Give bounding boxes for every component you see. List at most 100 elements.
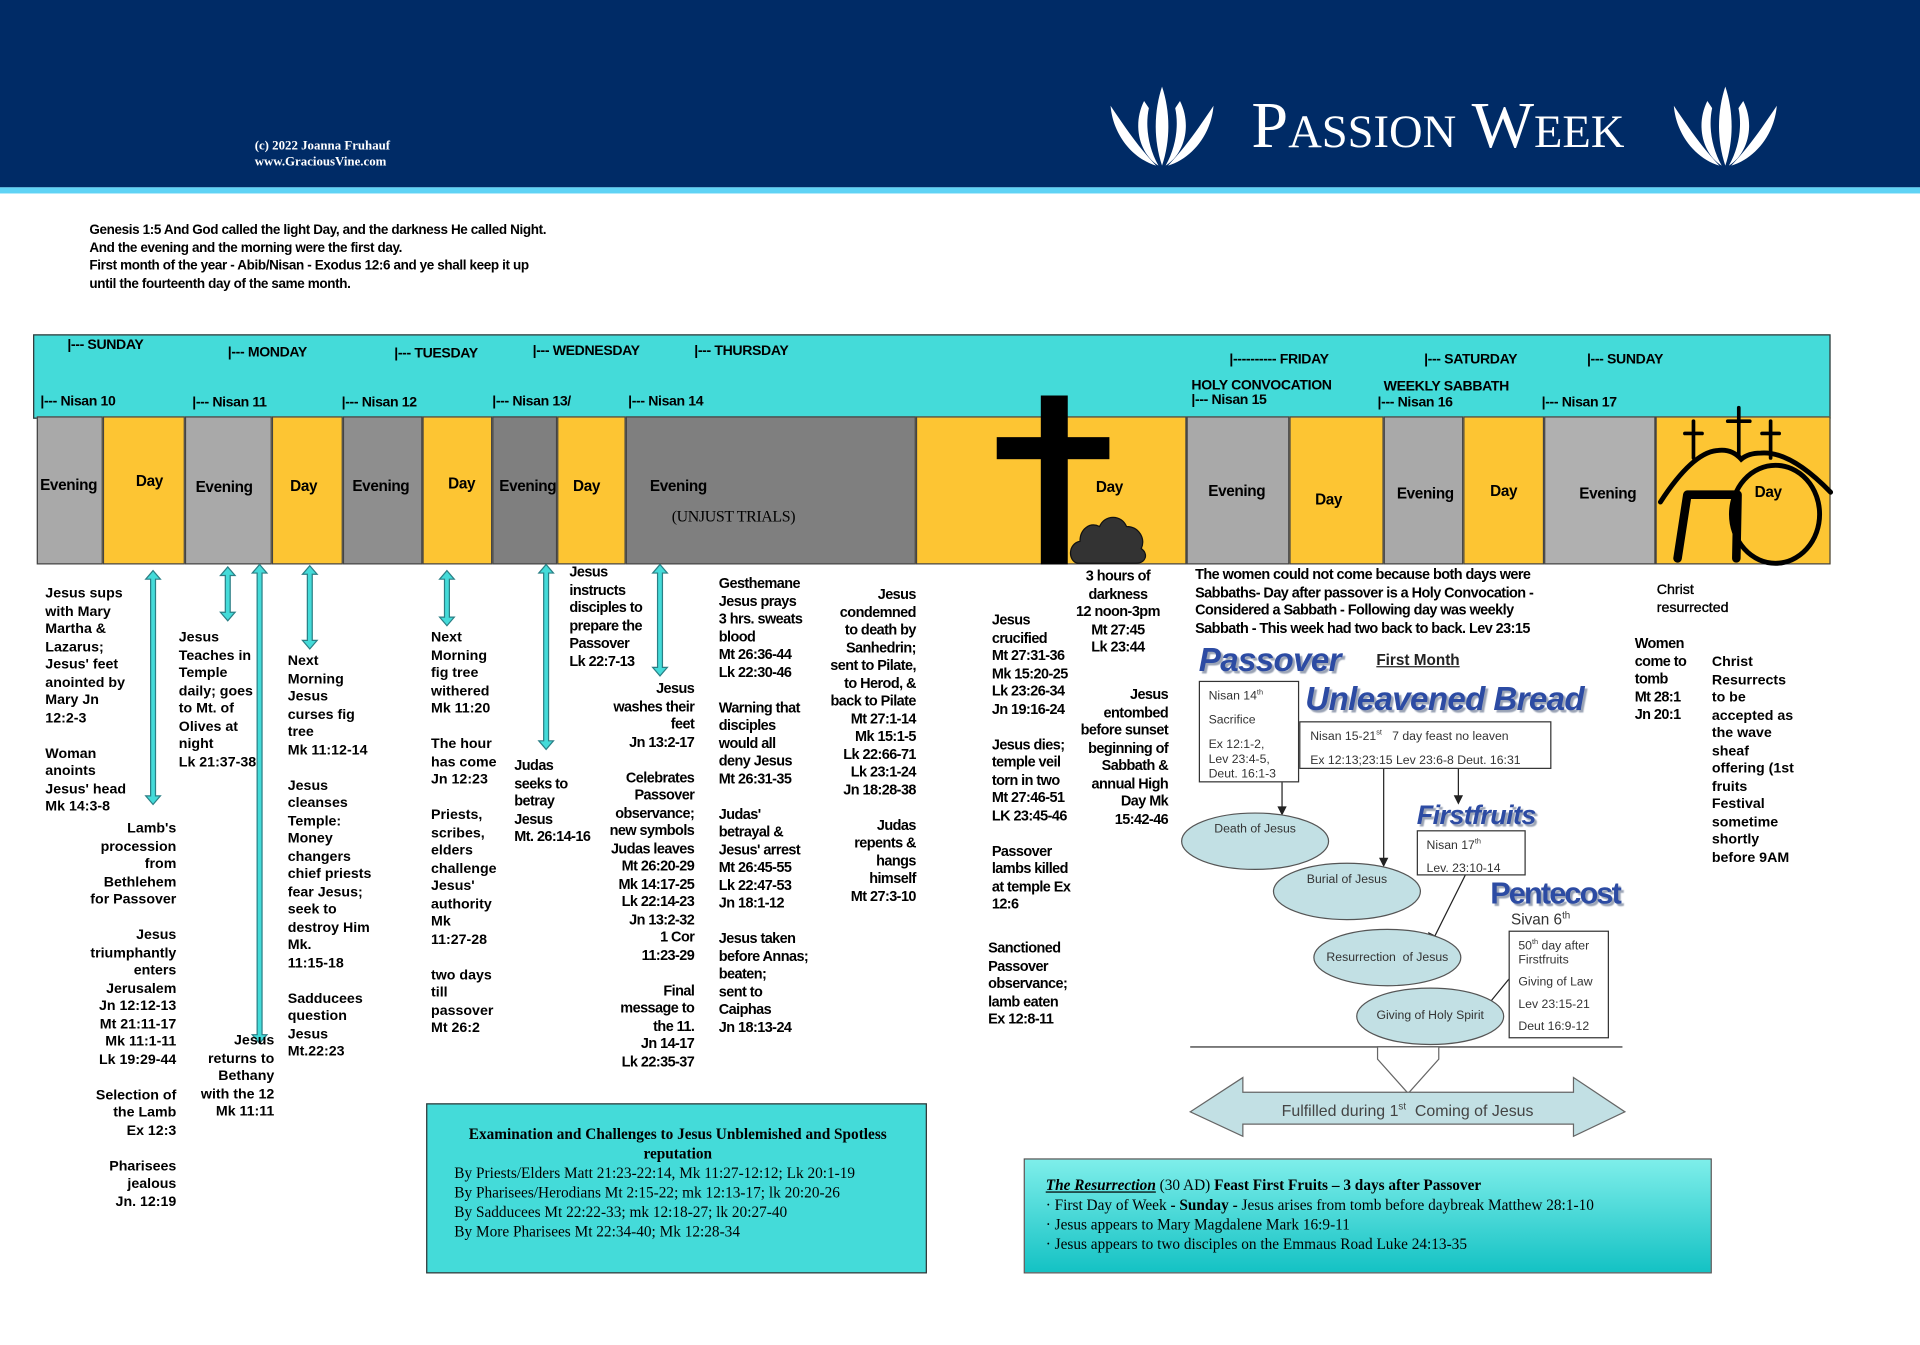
block-label: Day	[573, 477, 601, 495]
firstfruits-title: Firstfruits	[1416, 799, 1537, 831]
event-note: Jesus sups with Mary Martha & Lazarus; J…	[45, 585, 127, 815]
evening-block	[1544, 416, 1656, 565]
sup: th	[1531, 939, 1539, 947]
ellipse-label: Resurrection of Jesus	[1326, 951, 1449, 965]
fiftieth-day-box: 50th day after Firstfruits Giving of Law…	[1508, 930, 1609, 1039]
nisan-label: |--- Nisan 12	[341, 395, 417, 411]
sabbath-label: HOLY CONVOCATION	[1191, 378, 1332, 394]
day-block	[1463, 416, 1545, 565]
event-note: Women come to tomb Mt 28:1 Jn 20:1	[1634, 634, 1687, 723]
nisan17-box: Nisan 17th Lev. 23:10-14	[1416, 830, 1526, 876]
fulfilled-text: Coming of Jesus	[1406, 1101, 1534, 1120]
website: www.GraciousVine.com	[254, 155, 387, 169]
sabbath-note: The women could not come because both da…	[1195, 565, 1534, 637]
box-text: Nisan 14	[1208, 689, 1257, 704]
event-note: Jesus washes their feet Jn 13:2-17 Celeb…	[609, 679, 695, 1070]
block-label: Day	[1754, 483, 1782, 501]
double-arrow-icon	[1188, 1076, 1627, 1138]
day-label: |--- MONDAY	[227, 345, 308, 361]
ellipse-holy-spirit	[1356, 987, 1505, 1046]
nisan-label: |--- Nisan 14	[628, 394, 704, 409]
event-note: Christ resurrected	[1656, 581, 1729, 616]
double-arrow-icon	[250, 563, 269, 1045]
resurrection-title: The Resurrection	[1045, 1176, 1156, 1194]
fulfilled-label: Fulfilled during 1st Coming of Jesus	[1190, 1101, 1625, 1120]
first-month-label: First Month	[1376, 651, 1460, 669]
box-text: Giving of Law	[1518, 976, 1593, 990]
nisan-label: |--- Nisan 16	[1377, 395, 1453, 411]
ellipse-label: Death of Jesus	[1214, 822, 1296, 837]
sivan-label: Sivan 6th	[1511, 910, 1570, 929]
page-title: Passion Week	[1251, 88, 1625, 162]
event-note: Lamb's procession from Bethlehem for Pas…	[90, 820, 177, 1210]
header-stripe	[0, 187, 1920, 194]
nisan14-box: Nisan 14th Sacrifice Ex 12:1-2, Lev 23:4…	[1198, 680, 1300, 783]
evening-block	[625, 416, 916, 565]
evening-block	[492, 416, 558, 565]
lotus-logo-icon	[1673, 86, 1777, 166]
event-note: Jesus condemned to death by Sanhedrin; s…	[830, 585, 916, 905]
event-note: Jesus entombed before sunset beginning o…	[1080, 685, 1169, 828]
sup: st	[1398, 1100, 1407, 1112]
block-label: Evening	[1208, 482, 1266, 500]
event-note: Jesus Teaches in Temple daily; goes to M…	[178, 629, 257, 770]
nisan-label: |--- Nisan 11	[192, 395, 267, 411]
cross-icon	[996, 395, 1110, 565]
day-block	[102, 416, 185, 565]
copyright: (c) 2022 Joanna Fruhauf	[254, 139, 391, 154]
block-label: Day	[135, 472, 163, 490]
sivan-text: Sivan 6	[1511, 911, 1563, 929]
examination-box: Examination and Challenges to Jesus Unbl…	[426, 1103, 927, 1274]
evening-block	[342, 416, 423, 565]
event-note: Jesus crucified Mt 27:31-36 Mk 15:20-25 …	[991, 611, 1071, 913]
box-text: 7 day feast no leaven	[1381, 730, 1509, 744]
ellipse-burial	[1272, 862, 1422, 921]
ellipse-label: Giving of Holy Spirit	[1376, 1008, 1484, 1023]
box-text: Ex 12:1-2, Lev 23:4-5, Deut. 16:1-3	[1208, 738, 1276, 782]
examination-line: By Pharisees/Herodians Mt 2:15-22; mk 12…	[454, 1184, 840, 1202]
day-label: |--- THURSDAY	[694, 344, 789, 359]
event-note: Sanctioned Passover observance; lamb eat…	[988, 939, 1068, 1028]
block-label: Evening	[195, 478, 253, 496]
unleavened-bread-title: Unleavened Bread	[1305, 680, 1584, 718]
day-label: |--- SUNDAY	[67, 337, 144, 353]
evening-block	[184, 416, 272, 565]
fulfilled-text: Fulfilled during 1	[1281, 1101, 1399, 1120]
nisan-label: |--- Nisan 10	[40, 394, 116, 409]
double-arrow-icon	[301, 564, 319, 650]
day-label: |--- SUNDAY	[1586, 352, 1663, 368]
box-text: Deut 16:9-12	[1518, 1020, 1590, 1034]
day-label: |--- SATURDAY	[1424, 352, 1518, 368]
event-note: 3 hours of darkness 12 noon-3pm Mt 27:45…	[1076, 566, 1160, 656]
box-text: 50	[1518, 939, 1532, 954]
block-label: Evening	[1396, 484, 1454, 503]
day-label: |---------- FRIDAY	[1229, 352, 1329, 368]
sup: th	[1474, 838, 1482, 847]
event-note: Jesus instructs disciples to prepare the…	[569, 563, 643, 670]
double-arrow-icon	[438, 569, 456, 627]
box-text: day after Firstfruits	[1518, 939, 1590, 968]
header-banner	[0, 0, 1920, 188]
bullet-text: · Jesus appears to Mary Magdalene Mark 1…	[1045, 1215, 1350, 1234]
event-note: Next Morning fig tree withered Mk 11:20 …	[431, 629, 497, 1036]
examination-line: By More Pharisees Mt 22:34-40; Mk 12:28-…	[454, 1223, 740, 1241]
sup: th	[1256, 689, 1264, 697]
intro-text: Genesis 1:5 And God called the light Day…	[89, 222, 547, 291]
block-label: Day	[290, 477, 318, 495]
event-note: Christ Resurrects to be accepted as the …	[1711, 653, 1794, 866]
block-label: Evening	[649, 477, 707, 495]
resurrection-year: (30 AD)	[1155, 1176, 1215, 1194]
sup: st	[1376, 729, 1382, 738]
box-text: Sacrifice	[1208, 714, 1256, 728]
block-label: Evening	[352, 477, 410, 495]
passover-title: Passover	[1198, 641, 1342, 679]
event-note: Next Morning Jesus curses fig tree Mk 11…	[287, 652, 372, 1060]
dark-cloud-icon	[1069, 516, 1147, 564]
examination-heading: Examination and Challenges to Jesus Unbl…	[468, 1125, 887, 1163]
evening-block	[1186, 416, 1290, 565]
day-label: |--- TUESDAY	[394, 346, 478, 362]
day-header-band	[33, 334, 1831, 419]
sabbath-label: WEEKLY SABBATH	[1383, 379, 1510, 395]
double-arrow-icon	[651, 563, 669, 677]
bullet-text: Jesus arises from tomb before daybreak M…	[1237, 1196, 1594, 1214]
